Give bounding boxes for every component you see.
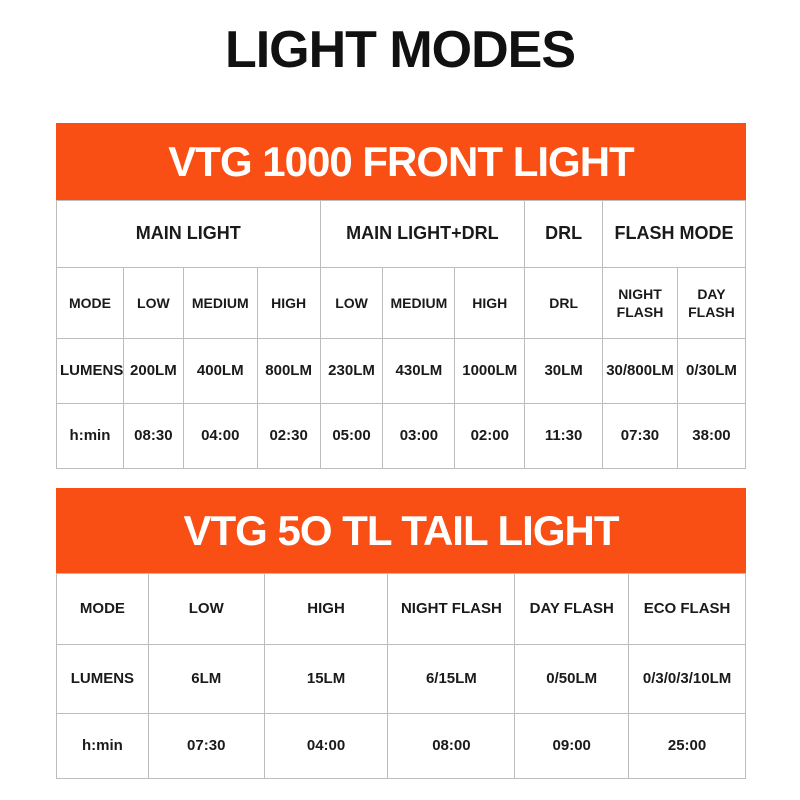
table-cell: 800LM <box>256 338 321 404</box>
tail-table-header-row: MODE LOW HIGH NIGHT FLASH DAY FLASH ECO … <box>56 573 746 645</box>
column-header-high-drl: HIGH <box>454 267 526 339</box>
table-cell: 09:00 <box>514 713 630 779</box>
front-table-header-row: MODE LOW MEDIUM HIGH LOW MEDIUM HIGH DRL… <box>56 267 747 339</box>
column-header-low: LOW <box>122 267 184 339</box>
table-cell: 08:00 <box>387 713 516 779</box>
tail-light-table: MODE LOW HIGH NIGHT FLASH DAY FLASH ECO … <box>56 573 746 779</box>
front-table-runtime-row: h:min 08:30 04:00 02:30 05:00 03:00 02:0… <box>56 403 747 469</box>
group-header-main-light-drl: MAIN LIGHT+DRL <box>319 200 526 268</box>
row-label-hmin: h:min <box>56 403 124 469</box>
column-header-drl: DRL <box>524 267 604 339</box>
tail-table-runtime-row: h:min 07:30 04:00 08:00 09:00 25:00 <box>56 713 746 779</box>
front-table-group-row: MAIN LIGHT MAIN LIGHT+DRL DRL FLASH MODE <box>56 200 746 268</box>
column-header-medium: MEDIUM <box>182 267 258 339</box>
table-cell: 11:30 <box>524 403 604 469</box>
table-cell: 15LM <box>263 644 389 714</box>
table-cell: 30LM <box>524 338 604 404</box>
column-header-night-flash: NIGHT FLASH <box>387 573 516 645</box>
column-header-mode: MODE <box>56 573 149 645</box>
table-cell: 430LM <box>382 338 456 404</box>
table-cell: 07:30 <box>147 713 265 779</box>
group-header-flash-mode: FLASH MODE <box>602 200 746 268</box>
column-header-mode: MODE <box>56 267 124 339</box>
row-label-lumens: LUMENS <box>56 644 149 714</box>
table-cell: 08:30 <box>122 403 184 469</box>
group-header-drl: DRL <box>524 200 604 268</box>
table-cell: 400LM <box>182 338 258 404</box>
page-title: LIGHT MODES <box>224 21 576 79</box>
column-header-high: HIGH <box>256 267 321 339</box>
table-cell: 230LM <box>319 338 384 404</box>
table-cell: 0/50LM <box>514 644 630 714</box>
column-header-medium-drl: MEDIUM <box>382 267 456 339</box>
table-cell: 38:00 <box>676 403 747 469</box>
table-cell: 6LM <box>147 644 265 714</box>
group-header-main-light: MAIN LIGHT <box>56 200 321 268</box>
front-table-lumens-row: LUMENS 200LM 400LM 800LM 230LM 430LM 100… <box>56 338 747 404</box>
tail-light-section: VTG 5O TL TAIL LIGHT MODE LOW HIGH NIGHT… <box>56 488 746 779</box>
front-light-table: MAIN LIGHT MAIN LIGHT+DRL DRL FLASH MODE… <box>56 200 747 469</box>
column-header-eco-flash: ECO FLASH <box>628 573 746 645</box>
tail-light-banner: VTG 5O TL TAIL LIGHT <box>56 488 746 573</box>
table-cell: 04:00 <box>263 713 389 779</box>
table-cell: 04:00 <box>182 403 258 469</box>
column-header-day-flash: DAY FLASH <box>514 573 630 645</box>
row-label-hmin: h:min <box>56 713 149 779</box>
table-cell: 6/15LM <box>387 644 516 714</box>
table-cell: 0/3/0/3/10LM <box>628 644 746 714</box>
table-cell: 02:30 <box>256 403 321 469</box>
table-cell: 30/800LM <box>602 338 678 404</box>
column-header-day-flash: DAY FLASH <box>676 267 747 339</box>
front-light-banner: VTG 1000 FRONT LIGHT <box>56 123 746 200</box>
table-cell: 25:00 <box>628 713 746 779</box>
table-cell: 03:00 <box>382 403 456 469</box>
table-cell: 1000LM <box>454 338 526 404</box>
front-light-section: VTG 1000 FRONT LIGHT MAIN LIGHT MAIN LIG… <box>56 123 747 469</box>
column-header-low: LOW <box>147 573 265 645</box>
column-header-low-drl: LOW <box>319 267 384 339</box>
column-header-high: HIGH <box>263 573 389 645</box>
table-cell: 200LM <box>122 338 184 404</box>
table-cell: 02:00 <box>454 403 526 469</box>
tail-table-lumens-row: LUMENS 6LM 15LM 6/15LM 0/50LM 0/3/0/3/10… <box>56 644 746 714</box>
table-cell: 0/30LM <box>676 338 747 404</box>
table-cell: 05:00 <box>319 403 384 469</box>
row-label-lumens: LUMENS <box>56 338 124 404</box>
column-header-night-flash: NIGHT FLASH <box>602 267 678 339</box>
table-cell: 07:30 <box>602 403 678 469</box>
